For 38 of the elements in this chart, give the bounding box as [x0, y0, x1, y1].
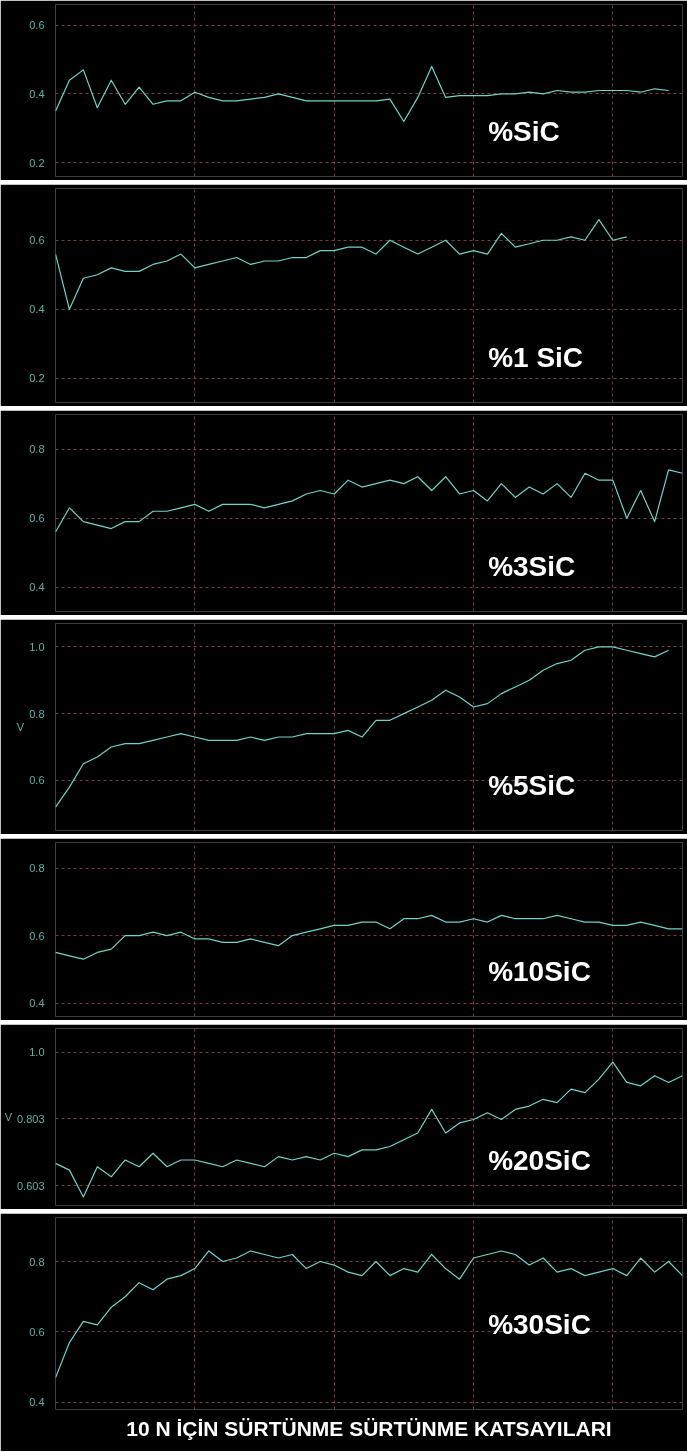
annotation: %5SiC — [488, 769, 576, 801]
y-tick-label: 0.2 — [29, 156, 45, 169]
annotation: %3SiC — [488, 550, 576, 582]
line-series — [55, 914, 683, 960]
y-tick-label: 0.2 — [29, 372, 45, 385]
y-tick-label: 0.4 — [29, 581, 45, 594]
y-tick-label: 0.8 — [29, 1255, 45, 1268]
y-tick-label: 1.0 — [29, 1046, 45, 1059]
line-series — [55, 218, 628, 310]
y-tick-label: 0.6 — [29, 1326, 45, 1338]
line-series — [55, 646, 670, 808]
annotation: %20SiC — [488, 1144, 591, 1176]
y-axis-title: V — [4, 1111, 13, 1123]
line-series — [55, 469, 683, 533]
y-tick-label: 0.4 — [29, 303, 45, 316]
y-tick-label: 0.603 — [16, 1179, 45, 1192]
y-tick-label: 0.803 — [16, 1112, 45, 1125]
y-tick-label: 0.6 — [29, 774, 45, 787]
line-series — [55, 1250, 683, 1379]
y-tick-label: 0.6 — [29, 19, 45, 32]
y-tick-label: 0.8 — [29, 862, 45, 875]
annotation: %30SiC — [488, 1308, 591, 1340]
y-tick-label: 0.6 — [29, 234, 45, 247]
y-tick-label: 0.4 — [29, 87, 45, 100]
annotation: %SiC — [488, 115, 560, 147]
y-tick-label: 0.4 — [29, 997, 45, 1010]
y-tick-label: 0.6 — [29, 929, 45, 942]
annotation: %1 SiC — [488, 341, 584, 373]
text: 10 N İÇİN SÜRTÜNME SÜRTÜNME KATSAYILARI — [126, 1416, 612, 1440]
y-tick-label: 0.4 — [29, 1396, 45, 1409]
y-tick-label: 1.0 — [29, 640, 45, 653]
line-series — [55, 1061, 683, 1198]
line-series — [55, 65, 670, 123]
y-tick-label: 0.8 — [29, 443, 45, 456]
y-axis-title: V — [16, 721, 25, 733]
y-tick-label: 0.6 — [29, 512, 45, 525]
y-tick-label: 0.8 — [29, 707, 45, 720]
annotation: %10SiC — [488, 955, 591, 987]
